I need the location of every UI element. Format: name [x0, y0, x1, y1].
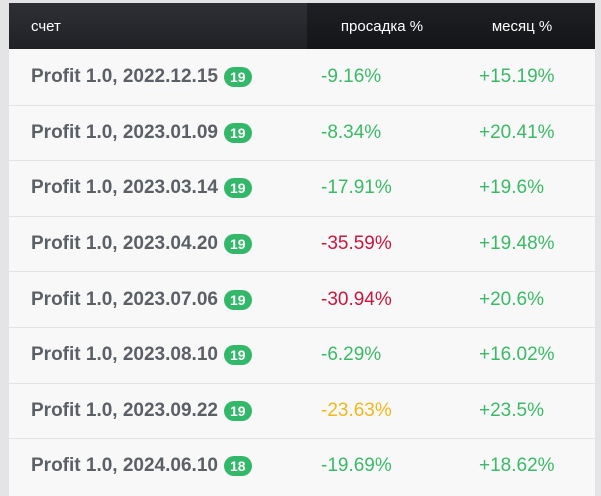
count-badge: 19: [223, 289, 252, 310]
count-badge: 19: [223, 66, 252, 87]
drawdown-value: -30.94%: [321, 288, 392, 310]
account-name: Profit 1.0, 2024.06.10: [31, 455, 218, 477]
table-row[interactable]: Profit 1.0, 2023.08.10 19 -6.29% +16.02%: [9, 326, 595, 383]
account-name: Profit 1.0, 2023.03.14: [31, 177, 218, 199]
account-cell: Profit 1.0, 2023.04.20 19: [9, 233, 307, 255]
count-badge: 19: [223, 345, 252, 366]
drawdown-value: -6.29%: [321, 344, 382, 366]
header-drawdown[interactable]: просадка %: [340, 17, 424, 35]
account-cell: Profit 1.0, 2023.07.06 19: [9, 289, 307, 311]
drawdown-value: -23.63%: [321, 399, 392, 421]
table-row[interactable]: Profit 1.0, 2024.06.10 18 -19.69% +18.62…: [9, 438, 595, 494]
table-row[interactable]: Profit 1.0, 2023.07.06 19 -30.94% +20.6%: [9, 271, 595, 327]
table-row[interactable]: Profit 1.0, 2023.03.14 19 -17.91% +19.6%: [9, 160, 595, 216]
header-right-group: просадка % месяц %: [307, 3, 595, 49]
account-name: Profit 1.0, 2023.09.22: [31, 399, 218, 421]
table-header: счет просадка % месяц %: [9, 3, 595, 49]
header-account[interactable]: счет: [31, 17, 61, 35]
account-name: Profit 1.0, 2022.12.15: [31, 65, 218, 87]
account-name: Profit 1.0, 2023.07.06: [31, 288, 218, 310]
month-value: +16.02%: [479, 344, 555, 366]
month-value: +19.6%: [479, 177, 544, 199]
accounts-table: счет просадка % месяц % Profit 1.0, 2022…: [9, 3, 595, 496]
table-row[interactable]: Profit 1.0, 2023.04.20 19 -35.59% +19.48…: [9, 215, 595, 272]
account-cell: Profit 1.0, 2023.01.09 19: [9, 122, 307, 144]
month-value: +18.62%: [479, 455, 555, 477]
account-cell: Profit 1.0, 2024.06.10 18: [9, 455, 307, 477]
account-name: Profit 1.0, 2023.08.10: [31, 344, 218, 366]
count-badge: 18: [223, 456, 252, 477]
month-value: +15.19%: [479, 65, 555, 87]
month-value: +19.48%: [479, 233, 555, 255]
count-badge: 19: [223, 122, 252, 143]
table-row[interactable]: Profit 1.0, 2023.09.22 19 -23.63% +23.5%: [9, 382, 595, 439]
month-value: +23.5%: [479, 399, 544, 421]
account-cell: Profit 1.0, 2023.09.22 19: [9, 400, 307, 422]
table-row[interactable]: Profit 1.0, 2022.12.15 19 -9.16% +15.19%: [9, 49, 595, 105]
account-name: Profit 1.0, 2023.04.20: [31, 233, 218, 255]
account-cell: Profit 1.0, 2023.03.14 19: [9, 177, 307, 199]
month-value: +20.41%: [479, 121, 555, 143]
month-value: +20.6%: [479, 288, 544, 310]
drawdown-value: -35.59%: [321, 233, 392, 255]
count-badge: 19: [223, 400, 252, 421]
header-month[interactable]: месяц %: [491, 17, 553, 35]
count-badge: 19: [223, 178, 252, 199]
account-name: Profit 1.0, 2023.01.09: [31, 121, 218, 143]
drawdown-value: -8.34%: [321, 121, 382, 143]
table-row[interactable]: Profit 1.0, 2023.01.09 19 -8.34% +20.41%: [9, 104, 595, 161]
drawdown-value: -19.69%: [321, 455, 392, 477]
account-cell: Profit 1.0, 2022.12.15 19: [9, 66, 307, 88]
drawdown-value: -17.91%: [321, 177, 392, 199]
account-cell: Profit 1.0, 2023.08.10 19: [9, 344, 307, 366]
table-body: Profit 1.0, 2022.12.15 19 -9.16% +15.19%…: [9, 49, 595, 494]
count-badge: 19: [223, 234, 252, 255]
drawdown-value: -9.16%: [321, 65, 382, 87]
